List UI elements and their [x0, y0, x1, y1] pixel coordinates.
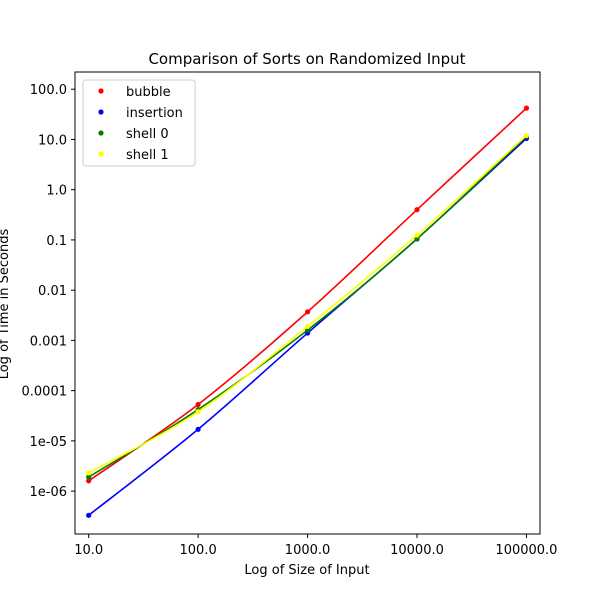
point-shell-1-3 [414, 232, 420, 238]
point-bubble-2 [304, 309, 311, 315]
y-tick-label-3: 0.001 [30, 334, 67, 349]
plot-frame [74, 71, 541, 535]
legend-marker-bubble [98, 88, 104, 94]
y-axis-title: Log of Time in Seconds [0, 228, 12, 379]
x-tick-label-2: 1000.0 [285, 543, 331, 558]
legend-marker-insertion [98, 109, 104, 115]
chart-title: Comparison of Sorts on Randomized Input [148, 50, 465, 68]
y-tick-label-0: 1e-06 [29, 485, 67, 500]
legend-box [82, 79, 196, 167]
series-line-shell-1 [88, 134, 527, 474]
point-bubble-4 [523, 105, 530, 111]
x-tick-label-1: 100.0 [180, 543, 217, 558]
x-tick-label-0: 10.0 [74, 543, 103, 558]
point-bubble-1 [195, 401, 201, 408]
point-shell-0-3 [414, 236, 420, 242]
ticks-layer: 10.0 100.0 1000.0 10000.0 100000.0 1e-06 1e-05… [22, 83, 558, 558]
point-shell-1-1 [195, 409, 201, 415]
legend-marker-shell-0 [98, 130, 104, 136]
y-tick-label-6: 1.0 [46, 184, 67, 199]
point-shell-1-0 [86, 470, 92, 476]
point-insertion-1 [195, 426, 201, 432]
legend-label-bubble: bubble [126, 85, 171, 100]
point-insertion-0 [86, 512, 92, 518]
legend-label-shell-0: shell 0 [126, 127, 169, 142]
y-tick-label-7: 10.0 [38, 133, 67, 148]
y-tick-label-8: 100.0 [30, 83, 67, 98]
point-shell-1-2 [304, 323, 311, 329]
y-tick-label-2: 0.0001 [22, 385, 68, 400]
series-bubble [86, 105, 530, 484]
x-axis-title: Log of Size of Input [244, 563, 369, 578]
series-shell-0 [86, 133, 530, 480]
y-tick-label-1: 1e-05 [29, 435, 67, 450]
series-line-shell-0 [88, 135, 527, 478]
legend-label-insertion: insertion [126, 106, 183, 121]
series-layer [86, 105, 530, 518]
point-shell-0-0 [86, 474, 92, 480]
legend: bubble insertion shell 0 shell 1 [82, 79, 196, 167]
point-shell-1-4 [523, 132, 530, 139]
point-bubble-3 [414, 207, 420, 213]
legend-marker-shell-1 [98, 151, 104, 157]
point-bubble-0 [86, 478, 92, 484]
x-tick-label-4: 100000.0 [495, 543, 557, 558]
legend-label-shell-1: shell 1 [126, 148, 169, 163]
x-tick-label-3: 10000.0 [390, 543, 444, 558]
series-shell-1 [86, 132, 530, 476]
point-shell-0-2 [304, 327, 311, 333]
y-tick-label-4: 0.01 [38, 284, 67, 299]
y-tick-label-5: 0.1 [46, 234, 67, 249]
